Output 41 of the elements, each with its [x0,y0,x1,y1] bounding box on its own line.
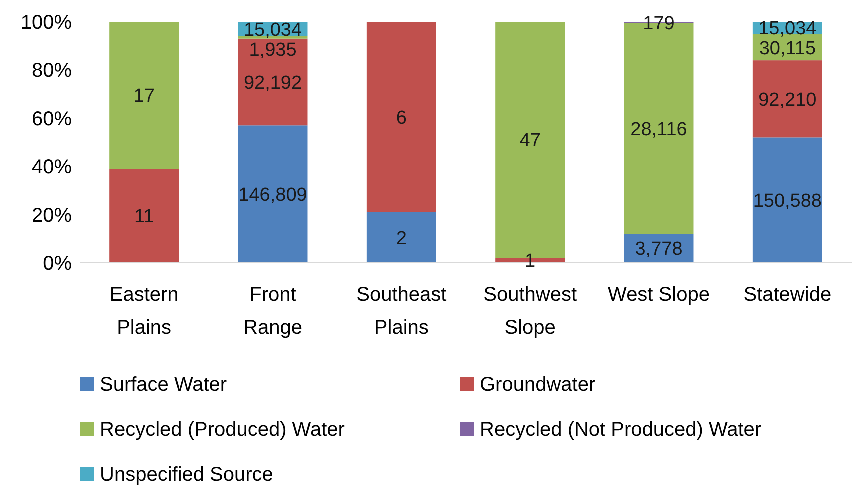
annotation: 15,034 [244,20,302,41]
bar [752,138,822,263]
annotation: 17 [134,86,155,108]
y-tick-label: 20% [32,204,72,227]
annotation: 92,210 [758,90,817,111]
annotation: 15,034 [758,18,818,40]
annotation: 1,935 [249,40,297,61]
bar [366,212,436,263]
y-tick-label: 100% [20,12,72,34]
bar [752,60,822,138]
annotation: 92,192 [244,72,302,94]
annotation: 146,809 [238,184,308,206]
y-tick-label: 40% [32,156,72,179]
legend-label: Recycled (Not Produced) Water [480,419,762,441]
y-tick-label: 60% [32,108,72,130]
bar [238,38,308,126]
x-tick-label: West Slope [608,284,710,306]
legend-label: Recycled (Produced) Water [100,419,346,441]
annotation: 6 [396,108,407,129]
annotation: 150,588 [753,190,822,212]
x-tick-label: Southwest Slope [484,284,578,339]
bar [110,22,180,170]
annotation: 30,115 [759,38,816,60]
x-tick-label: Southeast Plains [356,284,448,339]
annotation: 11 [134,206,154,228]
bar [110,169,180,263]
annotation: 47 [520,130,541,152]
annotation: 28,116 [630,119,688,140]
legend-label: Groundwater [480,374,596,396]
annotation: 1 [525,251,536,272]
x-tick-label: Statewide [744,284,832,306]
annotation: 2 [396,228,407,250]
bar [366,22,436,212]
annotation: 3,778 [635,239,683,260]
x-tick-label: Eastern Plains [110,284,179,339]
legend-label: Unspecified Source [100,464,274,486]
y-tick-label: 0% [43,253,72,275]
legend-label: Surface Water [100,374,228,396]
y-tick-label: 80% [32,60,72,82]
bar [238,126,308,263]
x-tick-label: Front Range [244,284,302,339]
